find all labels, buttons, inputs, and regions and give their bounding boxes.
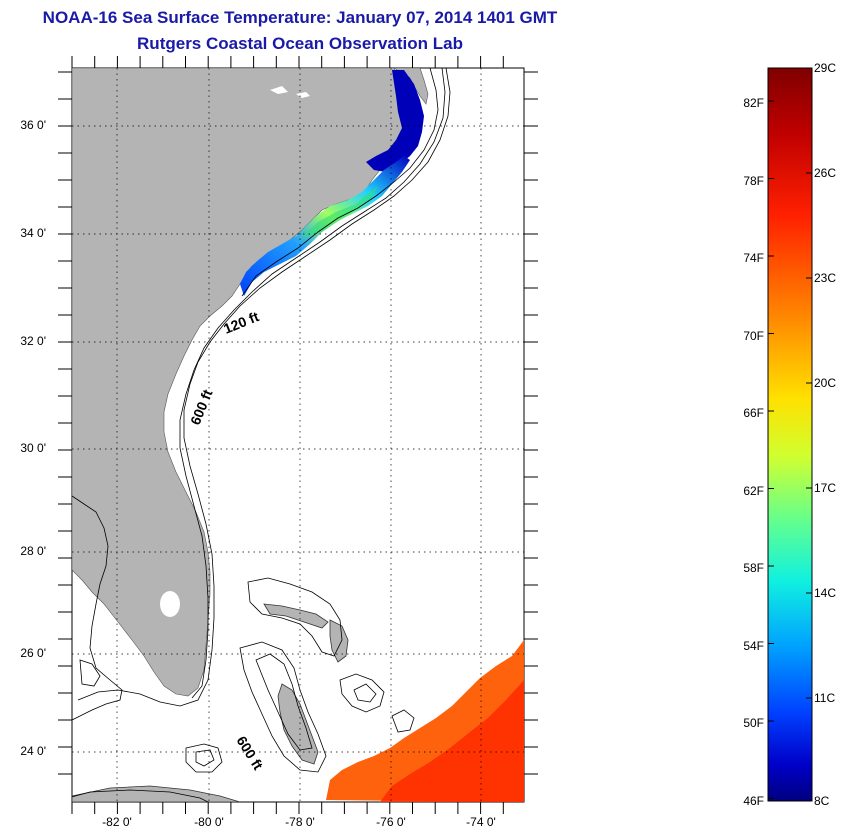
- lat-label-34: 34 0': [20, 226, 46, 240]
- colorbar-f-74: 74F: [743, 251, 764, 265]
- land-andros: [277, 683, 319, 765]
- land-grand-bahama: [263, 603, 329, 629]
- lon-label-78: -78 0': [285, 815, 315, 829]
- graticule: [72, 68, 524, 802]
- lat-label-26: 26 0': [20, 646, 46, 660]
- map-subtitle: Rutgers Coastal Ocean Observation Lab: [137, 34, 463, 53]
- colorbar-f-50: 50F: [743, 716, 764, 730]
- lon-label-82: -82 0': [102, 815, 132, 829]
- lon-label-76: -76 0': [376, 815, 406, 829]
- map-title: NOAA-16 Sea Surface Temperature: January…: [42, 8, 558, 27]
- lat-label-32: 32 0': [20, 334, 46, 348]
- lat-label-30: 30 0': [20, 441, 46, 455]
- colorbar-f-58: 58F: [743, 561, 764, 575]
- sst-coastal-band-inner: [300, 186, 378, 238]
- colorbar-c-26: 26C: [814, 166, 837, 180]
- lon-label-74: -74 0': [466, 815, 496, 829]
- lake: [296, 92, 310, 98]
- colorbar-f-46: 46F: [743, 794, 764, 808]
- colorbar-c-23: 23C: [814, 271, 837, 285]
- sst-warm-core: [380, 680, 524, 802]
- colorbar-c-20: 20C: [814, 376, 837, 390]
- colorbar-f-78: 78F: [743, 174, 764, 188]
- colorbar-ticks: [768, 67, 812, 799]
- lake: [270, 86, 288, 94]
- colorbar-c-11: 11C: [814, 691, 836, 705]
- axis-ticks: [58, 56, 538, 814]
- colorbar-f-82: 82F: [743, 96, 764, 110]
- colorbar-c-17: 17C: [814, 481, 837, 495]
- depth-contours: [72, 68, 451, 802]
- colorbar-c-14: 14C: [814, 586, 837, 600]
- lake-okeechobee: [160, 591, 180, 617]
- lat-label-24: 24 0': [20, 744, 46, 758]
- colorbar-c-29: 29C: [814, 61, 837, 75]
- sst-nc-sounds: [366, 70, 424, 172]
- colorbar-f-66: 66F: [743, 406, 764, 420]
- colorbar: [767, 67, 813, 802]
- colorbar-f-62: 62F: [743, 484, 764, 498]
- lat-label-28: 28 0': [20, 544, 46, 558]
- colorbar-f-54: 54F: [743, 639, 764, 653]
- colorbar-f-70: 70F: [743, 329, 764, 343]
- lon-label-80: -80 0': [194, 815, 224, 829]
- lat-label-36: 36 0': [20, 118, 46, 132]
- colorbar-c-8: 8C: [814, 794, 830, 808]
- land-abaco: [329, 619, 349, 663]
